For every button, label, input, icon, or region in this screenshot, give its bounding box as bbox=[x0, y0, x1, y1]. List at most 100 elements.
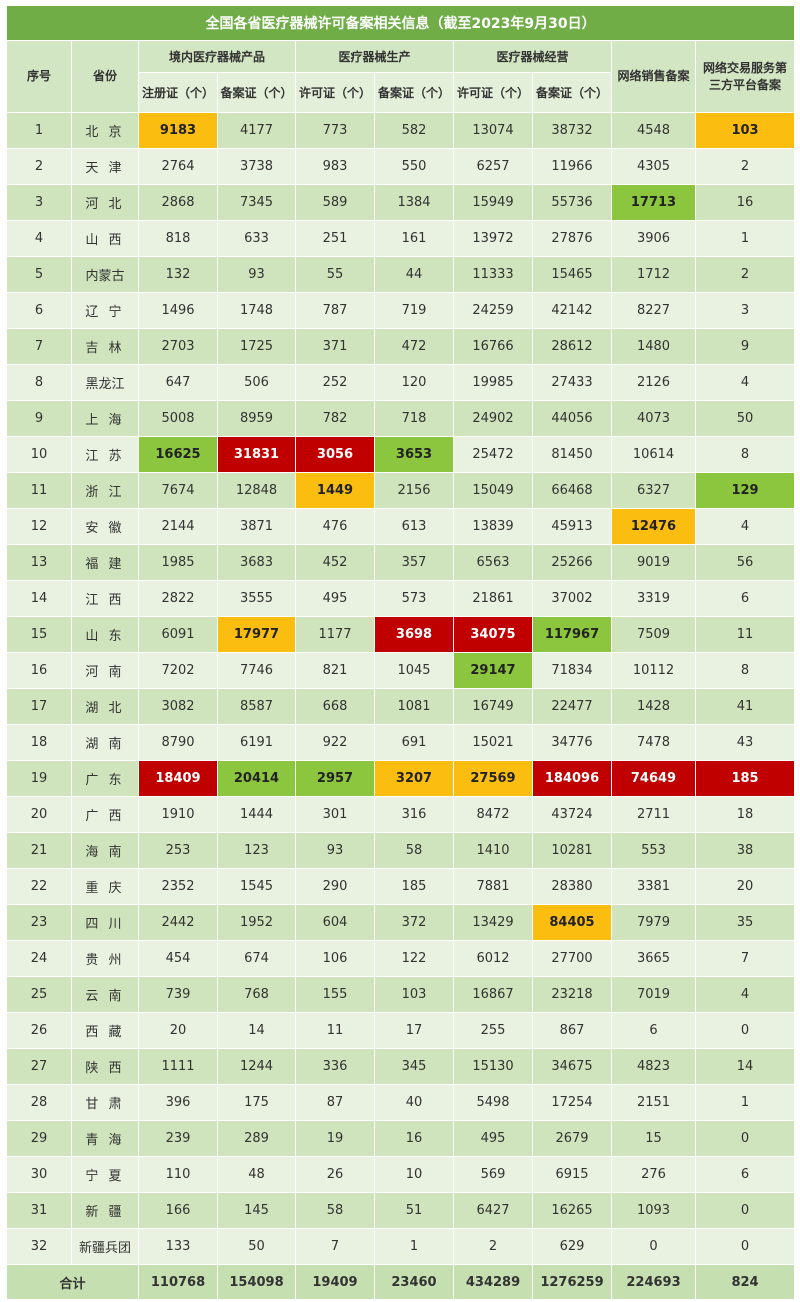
highlighted-cell: 27569 bbox=[453, 760, 533, 797]
table-row: 32 新疆兵团 133 50 7 1 2 629 0 0 bbox=[6, 1228, 796, 1265]
row-index: 21 bbox=[6, 832, 72, 869]
table-row: 20 广 西 1910 1444 301 316 8472 43724 2711 18 bbox=[6, 796, 796, 833]
row-index: 10 bbox=[6, 436, 72, 473]
value-cell: 56 bbox=[694, 544, 796, 581]
value-cell: 3871 bbox=[217, 508, 296, 545]
value-cell: 7019 bbox=[611, 976, 696, 1013]
row-province: 浙 江 bbox=[71, 472, 139, 509]
value-cell: 145 bbox=[217, 1192, 296, 1229]
value-cell: 41 bbox=[694, 688, 796, 725]
table-row: 24 贵 州 454 674 106 122 6012 27700 3665 7 bbox=[6, 940, 796, 977]
row-province: 新 疆 bbox=[71, 1192, 139, 1229]
row-index: 13 bbox=[6, 544, 72, 581]
value-cell: 1712 bbox=[611, 256, 696, 293]
value-cell: 550 bbox=[374, 148, 454, 185]
row-province: 上 海 bbox=[71, 400, 139, 437]
value-cell: 251 bbox=[295, 220, 375, 257]
value-cell: 773 bbox=[295, 112, 375, 149]
value-cell: 289 bbox=[217, 1120, 296, 1157]
value-cell: 2 bbox=[694, 148, 796, 185]
value-cell: 35 bbox=[694, 904, 796, 941]
value-cell: 589 bbox=[295, 184, 375, 221]
row-province: 河 北 bbox=[71, 184, 139, 221]
value-cell: 2442 bbox=[138, 904, 218, 941]
table-row: 14 江 西 2822 3555 495 573 21861 37002 3319 6 bbox=[6, 580, 796, 617]
total-cell: 1276259 bbox=[532, 1264, 612, 1300]
value-cell: 7202 bbox=[138, 652, 218, 689]
value-cell: 48 bbox=[217, 1156, 296, 1193]
value-cell: 276 bbox=[611, 1156, 696, 1193]
row-index: 1 bbox=[6, 112, 72, 149]
row-index: 5 bbox=[6, 256, 72, 293]
value-cell: 290 bbox=[295, 868, 375, 905]
value-cell: 11 bbox=[694, 616, 796, 653]
value-cell: 1 bbox=[374, 1228, 454, 1265]
value-cell: 782 bbox=[295, 400, 375, 437]
value-cell: 1444 bbox=[217, 796, 296, 833]
value-cell: 1111 bbox=[138, 1048, 218, 1085]
table-row: 22 重 庆 2352 1545 290 185 7881 28380 3381 20 bbox=[6, 868, 796, 905]
value-cell: 20 bbox=[694, 868, 796, 905]
value-cell: 582 bbox=[374, 112, 454, 149]
highlighted-cell: 9183 bbox=[138, 112, 218, 149]
highlighted-cell: 3056 bbox=[295, 436, 375, 473]
value-cell: 2144 bbox=[138, 508, 218, 545]
value-cell: 4548 bbox=[611, 112, 696, 149]
highlighted-cell: 74649 bbox=[611, 760, 696, 797]
value-cell: 674 bbox=[217, 940, 296, 977]
highlighted-cell: 12476 bbox=[611, 508, 696, 545]
value-cell: 27433 bbox=[532, 364, 612, 401]
row-index: 32 bbox=[6, 1228, 72, 1265]
value-cell: 7 bbox=[694, 940, 796, 977]
value-cell: 2711 bbox=[611, 796, 696, 833]
value-cell: 18 bbox=[694, 796, 796, 833]
value-cell: 22477 bbox=[532, 688, 612, 725]
value-cell: 8587 bbox=[217, 688, 296, 725]
value-cell: 613 bbox=[374, 508, 454, 545]
value-cell: 16749 bbox=[453, 688, 533, 725]
value-cell: 12848 bbox=[217, 472, 296, 509]
table-row: 23 四 川 2442 1952 604 372 13429 84405 7979 35 bbox=[6, 904, 796, 941]
value-cell: 42142 bbox=[532, 292, 612, 329]
value-cell: 867 bbox=[532, 1012, 612, 1049]
value-cell: 81450 bbox=[532, 436, 612, 473]
value-cell: 34776 bbox=[532, 724, 612, 761]
value-cell: 9 bbox=[694, 328, 796, 365]
table-row: 18 湖 南 8790 6191 922 691 15021 34776 7478 43 bbox=[6, 724, 796, 761]
value-cell: 1748 bbox=[217, 292, 296, 329]
value-cell: 6 bbox=[694, 580, 796, 617]
value-cell: 0 bbox=[694, 1192, 796, 1229]
row-index: 28 bbox=[6, 1084, 72, 1121]
highlighted-cell: 103 bbox=[694, 112, 796, 149]
value-cell: 922 bbox=[295, 724, 375, 761]
table-row: 13 福 建 1985 3683 452 357 6563 25266 9019 56 bbox=[6, 544, 796, 581]
row-province: 天 津 bbox=[71, 148, 139, 185]
value-cell: 336 bbox=[295, 1048, 375, 1085]
value-cell: 87 bbox=[295, 1084, 375, 1121]
value-cell: 8 bbox=[694, 652, 796, 689]
value-cell: 1545 bbox=[217, 868, 296, 905]
value-cell: 120 bbox=[374, 364, 454, 401]
value-cell: 15949 bbox=[453, 184, 533, 221]
license-table: 全国各省医疗器械许可备案相关信息（截至2023年9月30日） 序号 省份 境内医… bbox=[5, 5, 796, 1300]
value-cell: 8472 bbox=[453, 796, 533, 833]
highlighted-cell: 1449 bbox=[295, 472, 375, 509]
value-cell: 7746 bbox=[217, 652, 296, 689]
value-cell: 3683 bbox=[217, 544, 296, 581]
value-cell: 5008 bbox=[138, 400, 218, 437]
value-cell: 396 bbox=[138, 1084, 218, 1121]
value-cell: 472 bbox=[374, 328, 454, 365]
table-row: 11 浙 江 7674 12848 1449 2156 15049 66468 6327 129 bbox=[6, 472, 796, 509]
total-cell: 224693 bbox=[611, 1264, 696, 1300]
value-cell: 569 bbox=[453, 1156, 533, 1193]
header-sub: 许可证（个） bbox=[295, 72, 375, 113]
value-cell: 14 bbox=[217, 1012, 296, 1049]
value-cell: 24902 bbox=[453, 400, 533, 437]
value-cell: 604 bbox=[295, 904, 375, 941]
value-cell: 7345 bbox=[217, 184, 296, 221]
value-cell: 5498 bbox=[453, 1084, 533, 1121]
value-cell: 506 bbox=[217, 364, 296, 401]
